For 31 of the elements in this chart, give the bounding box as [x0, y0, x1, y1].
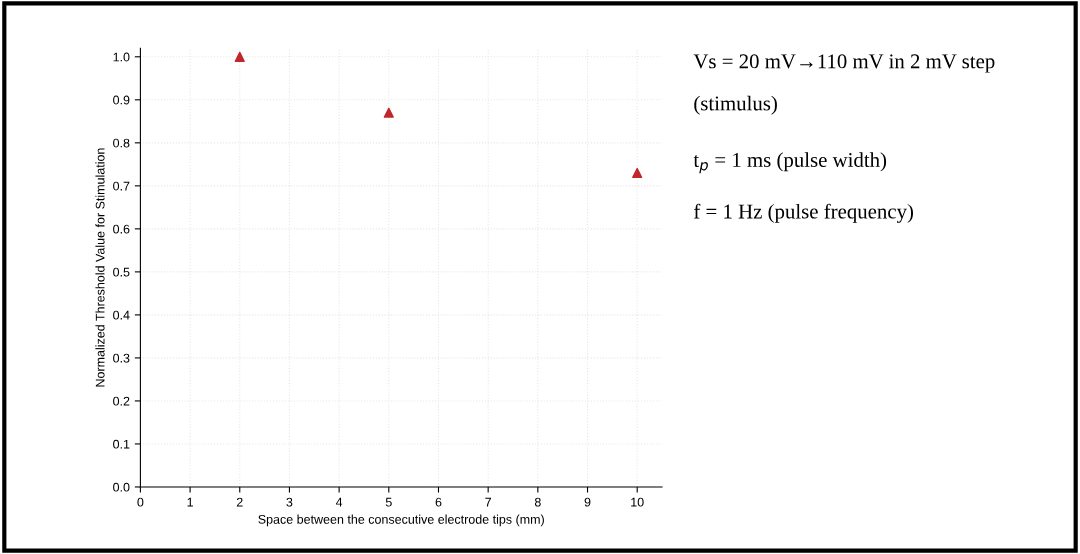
x-tick-label: 9: [584, 497, 591, 507]
y-tick-label: 0.3: [113, 353, 130, 363]
y-axis-title: Normalized Threshold Value for Stimulation: [95, 148, 105, 387]
text: t$_{p}$ = 1 ms (pulse width): [693, 152, 887, 174]
x-tick-label: 8: [534, 497, 541, 507]
x-tick-label: 3: [286, 497, 293, 507]
y-tick-label: 0.6: [113, 224, 130, 234]
y-tick-label: 0.1: [113, 439, 130, 449]
text: (stimulus): [694, 95, 777, 115]
y-tick-label: 0.9: [113, 95, 130, 105]
text: f = 1 Hz (pulse frequency): [694, 203, 914, 223]
x-tick-label: 10: [631, 497, 644, 507]
x-tick-label: 6: [435, 497, 442, 507]
y-tick-label: 0.0: [113, 482, 130, 492]
point: [632, 167, 643, 179]
x-tick-label: 7: [485, 497, 492, 507]
x-tick-label: 2: [236, 497, 243, 507]
point: [234, 51, 245, 62]
y-tick-label: 0.2: [113, 396, 130, 406]
x-tick-label: 1: [187, 497, 193, 507]
y-tick-label: 1.0: [113, 52, 130, 62]
y-tick-label: 0.4: [113, 310, 130, 320]
x-axis-title: Space between the consecutive electrode tips (mm): [258, 514, 544, 527]
text: Vs = 20 mV→110 mV in 2 mV step: [693, 54, 995, 73]
x-tick-label: 5: [385, 497, 392, 507]
x-tick-label: 0: [137, 497, 144, 507]
x-tick-label: 4: [335, 497, 343, 507]
y-tick-label: 0.8: [113, 138, 130, 148]
point: [383, 107, 394, 118]
y-tick-label: 0.5: [113, 267, 130, 277]
y-tick-label: 0.7: [113, 181, 130, 191]
